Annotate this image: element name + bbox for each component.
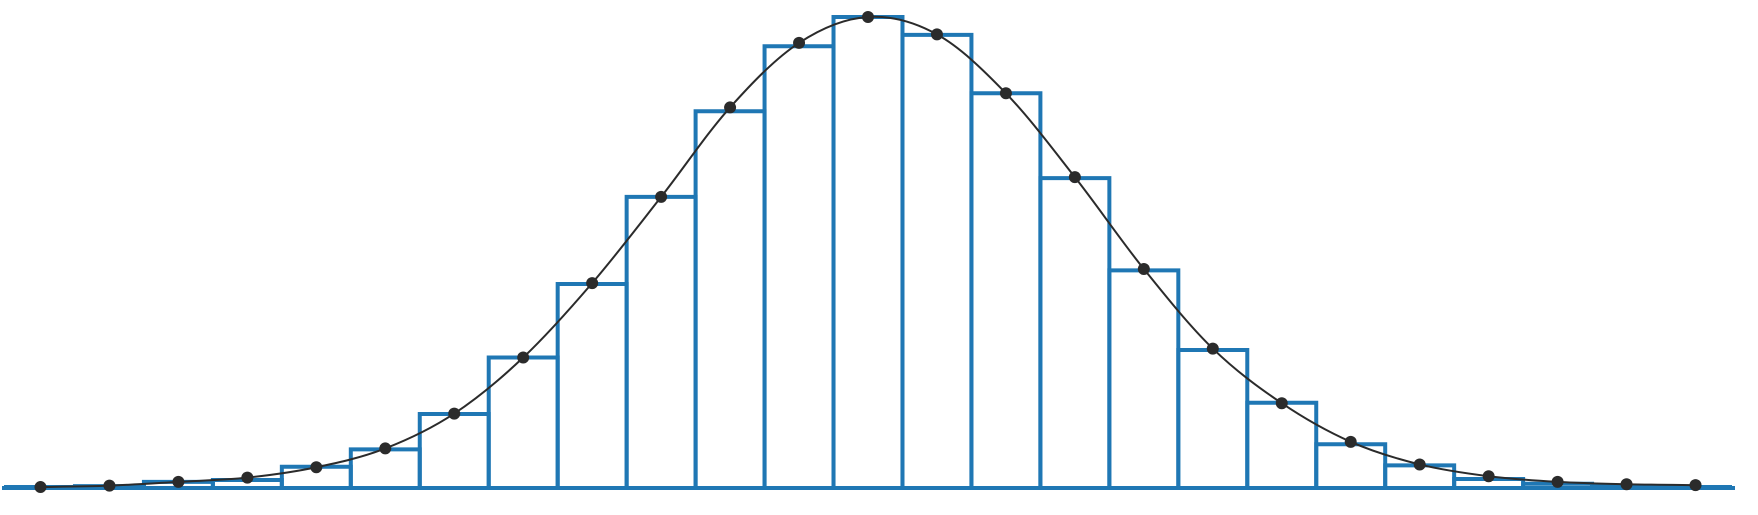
histogram-bar	[348, 447, 422, 488]
histogram-bars	[4, 15, 1732, 490]
density-point	[448, 407, 461, 420]
density-point	[1206, 342, 1219, 355]
histogram-bar	[693, 109, 767, 488]
density-point	[1137, 262, 1150, 275]
density-point	[1344, 435, 1357, 448]
density-point	[379, 442, 392, 455]
density-point	[1482, 470, 1495, 483]
density-point	[793, 36, 806, 49]
density-point	[310, 461, 323, 474]
density-point	[655, 190, 668, 203]
histogram-bar	[1038, 176, 1112, 488]
density-curve-line	[40, 15, 1696, 489]
density-point	[1689, 479, 1702, 492]
density-point	[930, 28, 943, 41]
density-point	[1620, 478, 1633, 491]
density-curve	[40, 15, 1696, 489]
density-point	[586, 277, 599, 290]
histogram-bar	[555, 282, 629, 488]
density-point	[1413, 458, 1426, 471]
histogram-bar	[762, 44, 836, 488]
density-points	[34, 11, 1702, 494]
histogram-bar	[969, 91, 1043, 488]
density-point	[1068, 171, 1081, 184]
histogram-bar	[1245, 400, 1319, 488]
histogram-bar	[417, 412, 491, 488]
histogram-bar	[1107, 268, 1181, 488]
density-point	[724, 101, 737, 114]
density-point	[34, 481, 47, 494]
density-point	[1275, 397, 1288, 410]
density-point	[517, 351, 530, 364]
density-point	[103, 479, 116, 492]
density-point	[862, 11, 874, 23]
histogram-bar	[900, 32, 974, 488]
histogram-bar	[831, 15, 905, 488]
histogram-bar	[624, 194, 698, 488]
density-point	[241, 471, 254, 484]
density-point	[999, 87, 1012, 100]
density-point	[1551, 475, 1564, 488]
density-point	[172, 475, 185, 488]
histogram-bar	[486, 355, 560, 488]
